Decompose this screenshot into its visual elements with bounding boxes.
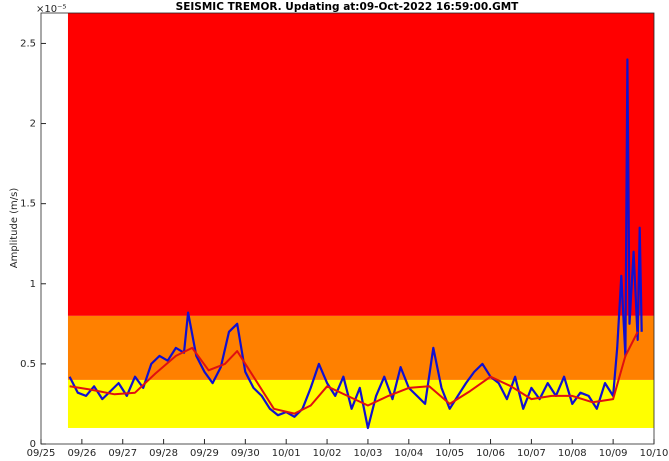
x-tick-label: 10/09 [599,448,628,459]
x-tick-label: 10/10 [640,448,669,459]
y-tick-label: 0.5 [20,359,36,370]
x-tick-label: 09/30 [231,448,260,459]
x-tick-label: 10/02 [313,448,342,459]
x-tick-label: 09/26 [67,448,96,459]
threshold-band [67,13,655,316]
x-tick-label: 10/03 [354,448,383,459]
x-tick-label: 09/29 [190,448,219,459]
line-series [68,58,643,430]
axes-box [40,12,655,445]
x-tick-label: 10/01 [272,448,301,459]
line-series [69,331,639,415]
y-tick-label: 2.5 [20,38,36,49]
x-tick-label: 09/25 [27,448,56,459]
y-tick-label: 0 [30,439,36,450]
threshold-band [67,315,655,380]
x-tick-label: 09/27 [108,448,137,459]
x-tick-label: 10/04 [394,448,423,459]
chart-title: SEISMIC TREMOR. Updating at:09-Oct-2022 … [176,1,520,13]
y-axis-label: Amplitude (m/s) [9,188,20,269]
x-tick-label: 10/07 [517,448,546,459]
y-tick-label: 1 [30,279,36,290]
y-tick-label: 2 [30,119,36,130]
x-tick-label: 09/28 [149,448,178,459]
x-tick-label: 10/08 [558,448,587,459]
y-tick-label: 1.5 [20,199,36,210]
x-tick-label: 10/05 [435,448,464,459]
axis-exponent: ×10⁻⁵ [36,4,66,15]
x-tick-label: 10/06 [476,448,505,459]
threshold-band [67,379,655,428]
